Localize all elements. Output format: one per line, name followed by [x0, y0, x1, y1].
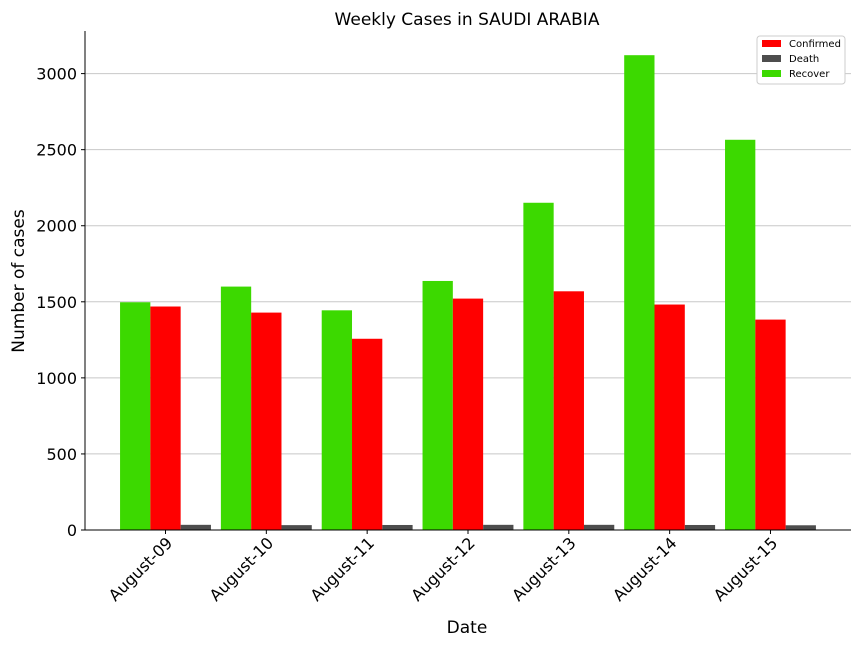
- legend-swatch-death: [762, 55, 781, 62]
- legend-swatch-confirmed: [762, 40, 781, 47]
- x-tick-label: August-09: [105, 533, 177, 605]
- bar-recover-august-09: [120, 302, 151, 530]
- bar-recover-august-13: [523, 202, 554, 530]
- x-axis-label: Date: [447, 618, 488, 638]
- x-tick-label: August-15: [710, 533, 782, 605]
- bar-death-august-09: [180, 524, 211, 530]
- bars: [120, 55, 816, 530]
- y-axis-label: Number of cases: [9, 209, 29, 353]
- bar-death-august-15: [785, 525, 816, 530]
- legend-items: Confirmed Death Recover: [762, 39, 841, 80]
- y-tick-label: 2500: [36, 141, 77, 160]
- bar-death-august-13: [583, 524, 615, 530]
- y-tick-label: 500: [46, 445, 77, 464]
- bar-recover-august-11: [321, 310, 353, 530]
- bar-confirmed-august-09: [150, 306, 181, 530]
- y-tick-label: 1500: [36, 293, 77, 312]
- legend-label-recover: Recover: [789, 69, 830, 80]
- bar-confirmed-august-14: [654, 304, 685, 530]
- x-tick-label: August-13: [508, 533, 580, 605]
- x-tick-label: August-14: [609, 533, 681, 605]
- y-ticks: 0 500 1000 1500 2000 2500 3000: [36, 65, 85, 540]
- y-tick-label: 3000: [36, 65, 77, 84]
- legend-label-death: Death: [789, 54, 819, 65]
- x-tick-label: August-10: [206, 533, 278, 605]
- legend-label-confirmed: Confirmed: [789, 39, 841, 50]
- bar-recover-august-10: [220, 286, 252, 530]
- bar-confirmed-august-12: [452, 298, 484, 530]
- x-tick-label: August-11: [306, 533, 378, 605]
- bar-recover-august-12: [422, 280, 453, 530]
- bar-confirmed-august-11: [352, 338, 383, 530]
- bar-confirmed-august-15: [755, 319, 786, 530]
- chart-title: Weekly Cases in SAUDI ARABIA: [335, 10, 600, 30]
- y-tick-label: 2000: [36, 217, 77, 236]
- bar-death-august-11: [382, 524, 413, 530]
- bar-confirmed-august-10: [251, 312, 282, 530]
- legend-swatch-recover: [762, 70, 781, 77]
- bar-death-august-14: [684, 524, 716, 530]
- x-tick-label: August-12: [407, 533, 479, 605]
- x-ticks: August-09 August-10 August-11 August-12 Augu…: [105, 530, 781, 605]
- legend: Confirmed Death Recover: [756, 35, 846, 85]
- bar-confirmed-august-13: [553, 291, 584, 530]
- bar-death-august-12: [483, 524, 514, 530]
- y-tick-label: 0: [67, 521, 77, 540]
- bar-death-august-10: [281, 525, 312, 530]
- bar-recover-august-14: [624, 55, 655, 530]
- bar-recover-august-15: [725, 139, 756, 530]
- y-tick-label: 1000: [36, 369, 77, 388]
